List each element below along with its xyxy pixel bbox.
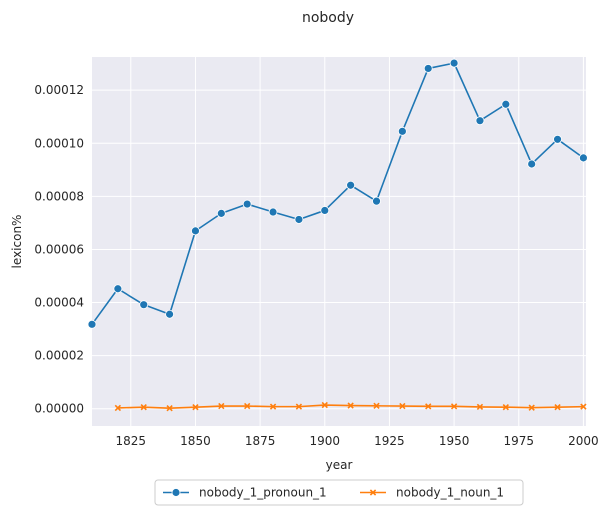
data-point [113,284,123,294]
data-point [553,134,562,144]
data-point [373,402,380,409]
plot-area [92,57,586,426]
data-point [347,402,354,409]
x-tick-label: 1975 [503,434,534,448]
legend-marker [171,488,181,497]
data-point [166,405,173,412]
legend-box [154,479,524,506]
data-point [450,403,458,410]
data-point [501,99,511,109]
data-point [269,403,277,410]
data-point [579,153,588,163]
data-point [399,402,406,410]
data-point [528,404,535,411]
data-point [139,300,149,310]
data-point [423,64,433,73]
legend-marker [369,489,377,496]
data-point [372,196,381,206]
data-point [191,226,200,236]
y-axis-ticks: 0.00000 0.00002 0.00004 0.00006 0.00008 0.000… [34,83,84,416]
data-point [475,116,485,126]
x-tick-label: 1825 [116,434,147,448]
data-point [580,403,587,410]
data-point [216,208,226,218]
data-point [294,215,304,224]
data-point [140,403,147,411]
series-layer [87,58,588,412]
data-point [218,402,225,410]
x-tick-label: 1850 [180,434,211,448]
legend: nobody_1_pronoun_1 nobody_1_noun_1 [154,479,524,506]
data-point [268,207,278,217]
data-point [476,403,484,411]
series-nobody_1_noun_1 [114,401,587,412]
data-point [425,403,432,410]
y-tick-label: 0.00008 [34,189,84,203]
data-point [321,401,328,409]
data-point [295,403,303,410]
y-tick-label: 0.00002 [34,349,84,363]
data-point [502,403,509,411]
x-tick-label: 2000 [568,434,599,448]
x-tick-label: 1900 [310,434,341,448]
y-tick-label: 0.00006 [34,242,84,256]
data-point [397,126,407,136]
data-point [192,403,199,411]
legend-label: nobody_1_pronoun_1 [199,486,327,500]
data-point [320,206,330,215]
x-tick-label: 1925 [374,434,405,448]
series-nobody_1_pronoun_1 [87,58,588,329]
data-point [554,403,561,411]
legend-label: nobody_1_noun_1 [396,486,504,500]
data-point [114,404,122,412]
y-tick-label: 0.00012 [34,83,84,97]
data-point [244,402,251,410]
y-tick-label: 0.00010 [34,136,84,150]
data-point [346,180,356,190]
x-tick-label: 1950 [439,434,470,448]
y-tick-label: 0.00000 [34,402,84,416]
chart-title: nobody [302,10,354,26]
data-point [242,199,252,209]
data-point [527,159,537,169]
x-axis-label: year [326,458,353,472]
y-axis-label: lexicon% [10,215,24,269]
x-tick-label: 1875 [245,434,276,448]
y-tick-label: 0.00004 [34,296,84,310]
series-line [91,62,584,325]
data-point [449,58,459,68]
data-point [165,309,174,319]
data-point [87,319,97,329]
legend-entry: nobody_1_pronoun_1 [163,486,327,500]
legend-entry: nobody_1_noun_1 [360,486,504,500]
x-axis-ticks: 1825 1850 1875 1900 1925 1950 1975 2000 [116,434,599,448]
